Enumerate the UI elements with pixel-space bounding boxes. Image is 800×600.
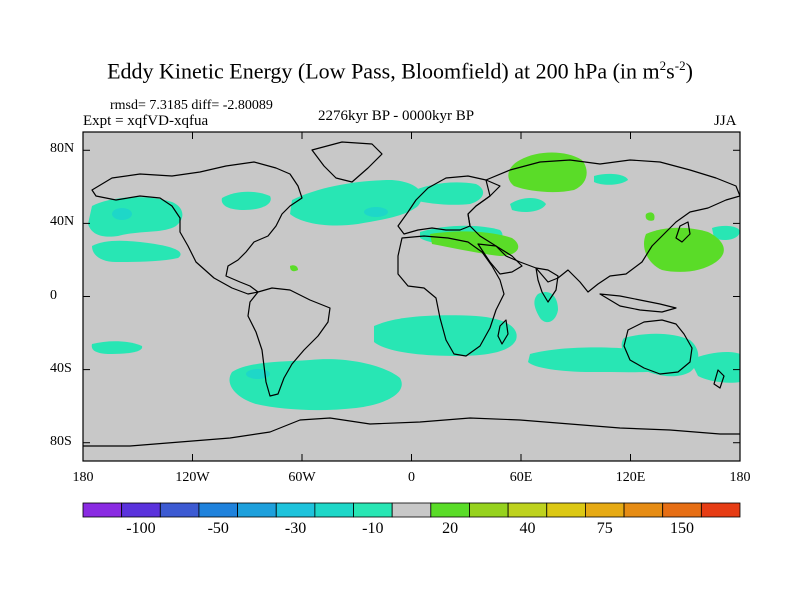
atlantic-core <box>364 207 388 217</box>
colorbar-swatch <box>82 502 123 518</box>
colorbar-label: 150 <box>670 520 695 537</box>
africa-outline <box>397 235 505 357</box>
japan-outline <box>675 221 691 243</box>
coastlines <box>83 141 740 447</box>
anomaly-fields <box>88 152 740 411</box>
colorbar-swatch <box>585 502 625 518</box>
indonesia-outline <box>599 293 677 313</box>
y-tick-label: 40S <box>50 360 72 376</box>
central-asia-anomaly <box>510 198 546 212</box>
colorbar-swatch <box>430 502 470 518</box>
positive-anomaly-regions <box>290 152 724 272</box>
colorbar-label: -100 <box>126 520 156 537</box>
y-tick-label: 0 <box>50 287 57 303</box>
period-label: 2276kyr BP - 0000kyr BP <box>318 108 475 124</box>
experiment-label: Expt = xqfVD-xqfua <box>83 113 209 129</box>
australia-outline <box>623 319 693 375</box>
x-tick-label: 60E <box>509 470 533 485</box>
north-atlantic-anomaly <box>290 180 422 226</box>
arabia-outline <box>477 243 523 275</box>
colorbar-label: -10 <box>362 520 384 537</box>
colorbar-swatch <box>314 502 354 518</box>
india-outline <box>535 267 559 303</box>
colorbar-swatch <box>237 502 277 518</box>
colorbar-label: 40 <box>519 520 536 537</box>
canada-anomaly <box>221 191 271 210</box>
tasman-anomaly <box>690 352 740 383</box>
atlantic-spot-anomaly <box>290 265 298 272</box>
x-tick-label: 0 <box>408 470 415 485</box>
middle-east-anomaly <box>430 231 519 256</box>
southern-ocean-anomaly <box>229 359 402 411</box>
colorbar-swatch <box>391 502 432 518</box>
y-tick-label: 40N <box>50 214 75 230</box>
negative-anomaly-regions <box>88 173 740 411</box>
colorbar-label: -50 <box>207 520 229 537</box>
arabian-sea-anomaly <box>534 291 558 323</box>
west-pacific-anomaly <box>712 225 740 240</box>
colorbar-label: 75 <box>596 520 613 537</box>
season-label: JJA <box>714 113 737 129</box>
stronger-negative-cores <box>112 207 388 379</box>
x-tick-label: 60W <box>288 470 316 485</box>
colorbar-swatch <box>546 502 586 518</box>
new-zealand-outline <box>713 369 725 389</box>
colorbar-swatch <box>469 502 509 518</box>
kazakh-anomaly <box>645 212 655 221</box>
siberia-anomaly <box>594 173 628 185</box>
north-america-outline <box>91 161 303 295</box>
plot-title: Eddy Kinetic Energy (Low Pass, Bloomfiel… <box>107 58 693 84</box>
asia-outline <box>467 159 740 293</box>
madagascar-outline <box>497 319 509 345</box>
colorbar <box>82 502 741 518</box>
colorbar-swatch <box>275 502 316 518</box>
stats-label: rmsd= 7.3185 diff= -2.80089 <box>110 98 273 113</box>
x-tick-label: 120E <box>615 470 646 485</box>
colorbar-swatch <box>623 502 664 518</box>
colorbar-swatch <box>662 502 702 518</box>
x-tick-label: 120W <box>175 470 210 485</box>
east-pacific-anomaly <box>92 240 181 262</box>
antarctica-outline <box>83 417 740 447</box>
north-pacific-anomaly <box>88 197 183 237</box>
arctic-anomaly <box>508 152 587 193</box>
colorbar-swatch <box>198 502 238 518</box>
colorbar-swatch <box>121 502 161 518</box>
colorbar-label: -30 <box>284 520 307 537</box>
colorbar-label: 20 <box>442 520 459 537</box>
x-tick-label: 180 <box>729 470 751 485</box>
japan-anomaly <box>643 227 724 272</box>
south-america-outline <box>247 287 331 397</box>
colorbar-swatch <box>159 502 200 518</box>
axis-ticks <box>82 132 741 461</box>
colorbar-swatch <box>700 502 741 518</box>
x-tick-label: 180 <box>72 470 94 485</box>
y-tick-label: 80N <box>50 141 75 157</box>
map-background <box>83 132 740 461</box>
south-pacific-anomaly <box>91 341 143 354</box>
y-tick-label: 80S <box>50 433 72 449</box>
colorbar-swatch <box>353 502 393 518</box>
greenland-outline <box>311 141 383 183</box>
pacific-core <box>112 208 132 220</box>
southern-core <box>246 369 270 379</box>
colorbar-swatch <box>507 502 548 518</box>
